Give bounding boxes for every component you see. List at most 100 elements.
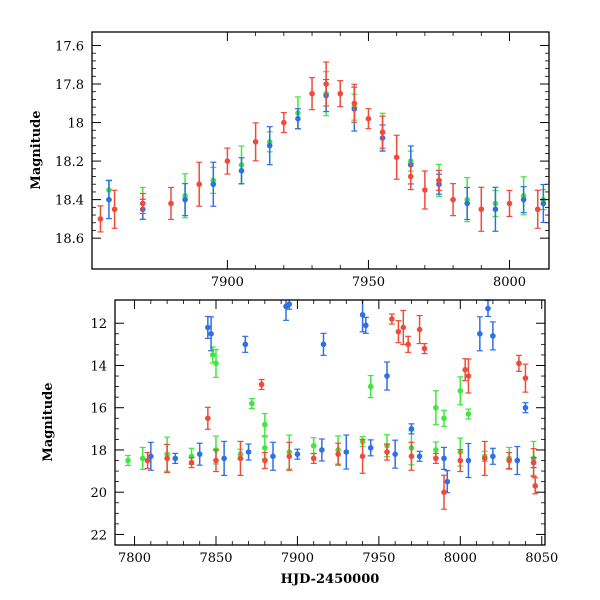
bottom-data-point (139, 446, 146, 471)
top-x-tick-label: 7900 (211, 275, 244, 290)
bottom-data-point (384, 443, 391, 461)
bottom-data-point (208, 316, 215, 352)
top-y-tick-label: 17.6 (55, 39, 84, 54)
top-y-tick-label: 18.6 (55, 232, 84, 247)
bottom-x-tick-label: 8000 (444, 551, 477, 566)
bottom-series-0 (125, 346, 537, 477)
bottom-data-point (147, 441, 154, 471)
top-data-point (111, 189, 118, 229)
bottom-data-point (457, 437, 464, 467)
bottom-series-1 (147, 300, 537, 494)
bottom-data-point (400, 309, 407, 346)
bottom-data-point (506, 451, 513, 470)
top-data-point (294, 108, 301, 130)
bottom-data-point (421, 342, 428, 355)
top-data-point (351, 83, 358, 123)
bottom-data-point (441, 409, 448, 427)
bottom-y-tick-label: 22 (90, 528, 107, 543)
bottom-data-point (416, 450, 423, 462)
bottom-data-point (362, 316, 369, 334)
bottom-data-point (237, 440, 244, 477)
bottom-data-point (489, 447, 496, 465)
top-series-2 (97, 61, 541, 233)
top-data-point (393, 134, 400, 180)
top-data-point (280, 111, 287, 134)
top-y-tick-label: 18.4 (55, 194, 84, 209)
top-ticks (92, 32, 549, 269)
top-data-point (238, 157, 245, 185)
bottom-data-point (204, 406, 211, 430)
bottom-data-point (484, 300, 491, 318)
top-plot-area (97, 61, 547, 233)
top-data-point (520, 186, 527, 214)
bottom-y-tick-label: 14 (90, 359, 107, 374)
top-data-point (252, 122, 259, 162)
bottom-data-point (188, 457, 195, 469)
bottom-data-point (221, 440, 228, 477)
bottom-data-point (476, 316, 483, 352)
bottom-data-point (457, 376, 464, 406)
top-panel: 7900 7950 8000 17.6 17.8 18 18.2 18.4 18.6 (55, 31, 550, 290)
bottom-data-point (465, 358, 472, 394)
bottom-y-tick-label: 18 (90, 444, 107, 459)
bottom-data-point (432, 452, 439, 465)
top-data-point (139, 192, 146, 215)
bottom-data-point (212, 448, 219, 473)
top-data-point (379, 115, 386, 149)
top-data-point (365, 108, 372, 130)
top-x-tick-label: 8000 (493, 275, 526, 290)
top-data-point (196, 161, 203, 207)
top-data-point (309, 77, 316, 111)
bottom-data-point (432, 390, 439, 426)
bottom-data-point (196, 442, 203, 466)
top-data-point (167, 186, 174, 221)
top-y-tick-label: 18 (67, 117, 84, 132)
bottom-data-point (522, 402, 529, 414)
bottom-panel: 7800 7850 7900 7950 8000 8050 12 14 16 18 20 22 (90, 299, 558, 566)
bottom-data-point (416, 314, 423, 345)
top-data-point (266, 126, 273, 166)
bottom-data-point (245, 443, 252, 461)
bottom-data-point (489, 321, 496, 351)
bottom-data-point (212, 348, 219, 378)
bottom-data-point (261, 413, 268, 437)
bottom-data-point (462, 358, 469, 382)
bottom-y-axis-title: Magnitude (41, 382, 56, 461)
bottom-series-2 (144, 309, 539, 510)
top-x-tick-label: 7950 (352, 275, 385, 290)
top-data-point (534, 189, 541, 229)
bottom-data-point (258, 378, 265, 391)
top-data-point (478, 186, 485, 232)
bottom-y-tick-label: 16 (90, 402, 107, 417)
top-data-point (464, 186, 471, 221)
top-data-point (435, 169, 442, 191)
bottom-data-point (457, 448, 464, 473)
bottom-data-point (310, 452, 317, 465)
bottom-data-point (405, 335, 412, 353)
bottom-data-point (335, 442, 342, 466)
bottom-data-point (367, 439, 374, 457)
top-data-point (492, 186, 499, 232)
top-data-point (210, 161, 217, 207)
bottom-data-point (318, 438, 325, 462)
bottom-data-point (320, 332, 327, 356)
top-data-point (421, 170, 428, 210)
bottom-data-point (343, 434, 350, 470)
top-data-point (97, 205, 104, 233)
bottom-y-tick-label: 20 (90, 486, 107, 501)
top-axes-frame (91, 31, 550, 270)
top-data-point (506, 189, 513, 218)
bottom-data-point (294, 448, 301, 460)
bottom-data-point (408, 423, 415, 435)
bottom-data-point (441, 446, 448, 471)
top-series-1 (105, 78, 547, 232)
bottom-data-point (164, 443, 171, 474)
bottom-x-tick-label: 7850 (199, 551, 232, 566)
bottom-data-point (286, 300, 293, 310)
top-data-point (407, 162, 414, 191)
bottom-data-point (465, 408, 472, 420)
bottom-data-point (515, 354, 522, 372)
bottom-data-point (514, 445, 521, 476)
bottom-y-tick-label: 12 (90, 317, 107, 332)
